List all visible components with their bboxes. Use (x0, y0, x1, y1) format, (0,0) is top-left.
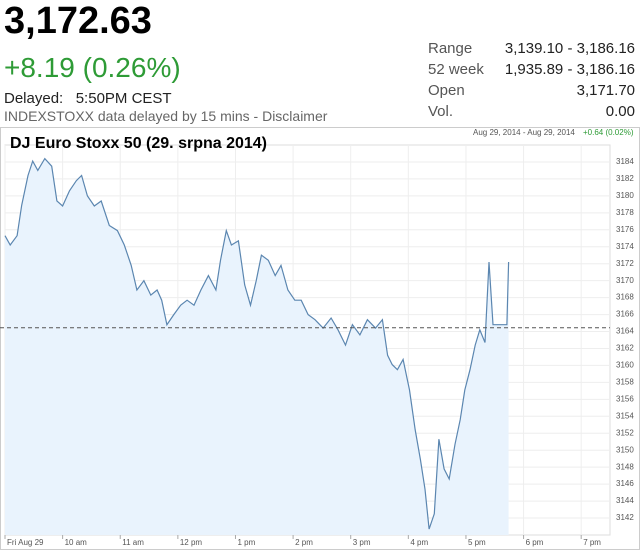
stat-label: Range (428, 40, 473, 57)
y-tick-label: 3174 (616, 242, 634, 251)
x-tick-label: 5 pm (468, 538, 486, 547)
y-tick-label: 3168 (616, 293, 634, 302)
line (4, 157, 510, 530)
stat-row: 52 week 1,935.89 - 3,186.16 (428, 61, 635, 82)
change: +8.19 (0.26%) (4, 52, 181, 83)
x-tick-label: Fri Aug 29 (7, 538, 44, 547)
x-tick-label: 2 pm (295, 538, 313, 547)
y-tick-label: 3162 (616, 344, 634, 353)
range-change: +0.64 (0.02%) (583, 128, 634, 137)
x-tick-label: 11 am (122, 538, 144, 547)
y-tick-label: 3146 (616, 479, 634, 488)
x-tick-label: 10 am (65, 538, 88, 547)
stat-row: Range 3,139.10 - 3,186.16 (428, 40, 635, 61)
y-tick-label: 3158 (616, 378, 634, 387)
range-label: Aug 29, 2014 - Aug 29, 2014 (473, 128, 575, 137)
y-tick-label: 3182 (616, 174, 634, 183)
y-tick-label: 3178 (616, 208, 634, 217)
stat-label: Vol. (428, 103, 454, 120)
stat-value: 3,171.70 (576, 82, 635, 99)
y-tick-label: 3164 (616, 327, 634, 336)
y-tick-label: 3180 (616, 191, 634, 200)
x-tick-label: 4 pm (410, 538, 428, 547)
y-tick-label: 3144 (616, 496, 634, 505)
stat-value: 0.00 (605, 103, 635, 120)
y-tick-label: 3176 (616, 225, 634, 234)
y-tick-label: 3142 (616, 513, 634, 522)
y-tick-label: 3172 (616, 259, 634, 268)
y-tick-label: 3150 (616, 445, 634, 454)
price: 3,172.63 (4, 0, 152, 42)
stat-row: Open 3,171.70 (428, 82, 635, 103)
y-tick-label: 3184 (616, 157, 634, 166)
x-tick-label: 3 pm (353, 538, 371, 547)
stat-label: 52 week (428, 61, 484, 78)
delayed: Delayed: 5:50PM CEST (4, 90, 172, 107)
y-tick-label: 3148 (616, 462, 634, 471)
delayed-label: Delayed: (4, 90, 64, 107)
stat-value: 1,935.89 - 3,186.16 (504, 61, 635, 78)
area-fill (5, 158, 509, 535)
y-tick-label: 3166 (616, 310, 634, 319)
y-tick-label: 3160 (616, 361, 634, 370)
stat-label: Open (428, 82, 465, 99)
stats: Range 3,139.10 - 3,186.16 52 week 1,935.89 … (428, 40, 635, 124)
y-tick-label: 3152 (616, 428, 634, 437)
y-tick-label: 3154 (616, 411, 634, 420)
stat-value: 3,139.10 - 3,186.16 (504, 40, 635, 57)
chart-title: DJ Euro Stoxx 50 (29. srpna 2014) (10, 135, 267, 152)
x-tick-label: 7 pm (583, 538, 601, 547)
x-tick-label: 6 pm (526, 538, 544, 547)
note[interactable]: INDEXSTOXX data delayed by 15 mins - Dis… (4, 108, 328, 124)
stat-row: Vol. 0.00 (428, 103, 635, 124)
y-tick-label: 3170 (616, 276, 634, 285)
x-tick-label: 12 pm (180, 538, 203, 547)
y-tick-label: 3156 (616, 394, 634, 403)
x-tick-label: 1 pm (237, 538, 255, 547)
delayed-time: 5:50PM CEST (75, 90, 172, 107)
